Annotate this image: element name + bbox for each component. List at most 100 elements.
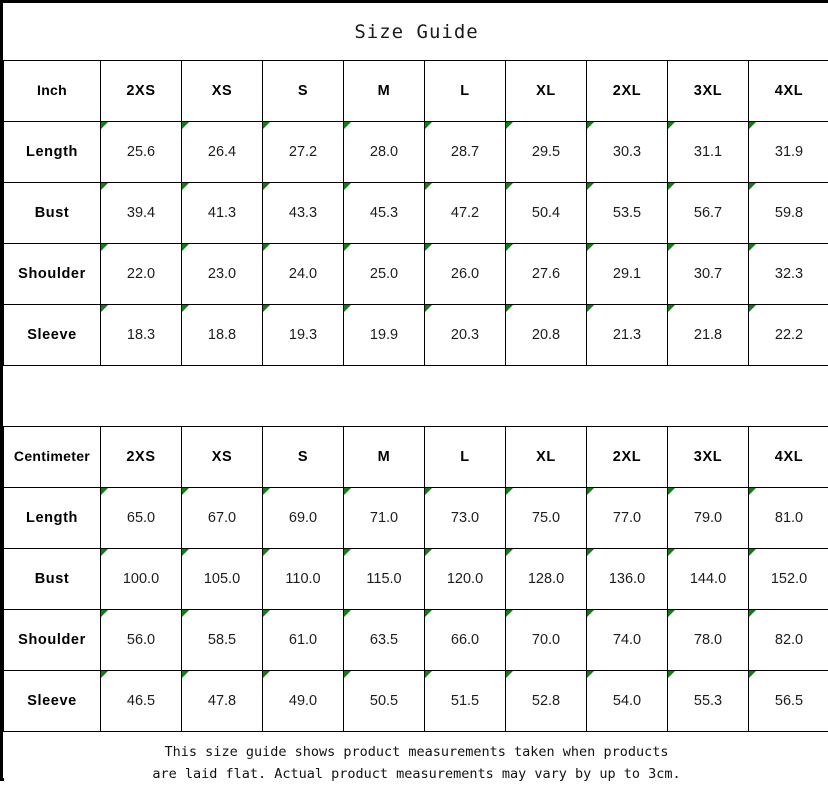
measurement-value: 77.0 — [613, 510, 641, 526]
measurement-value: 56.5 — [775, 693, 803, 709]
measurement-cell: 56.5 — [749, 671, 828, 732]
measurement-cell: 51.5 — [425, 671, 506, 732]
measurement-cell: 136.0 — [587, 549, 668, 610]
size-header-cell: 2XL — [587, 61, 668, 122]
measurement-cell: 50.4 — [506, 183, 587, 244]
measurement-value: 21.8 — [694, 327, 722, 343]
measurement-cell: 74.0 — [587, 610, 668, 671]
size-header-cell: XL — [506, 427, 587, 488]
measurement-cell: 46.5 — [101, 671, 182, 732]
measurement-label: Sleeve — [27, 327, 77, 343]
measurement-value: 69.0 — [289, 510, 317, 526]
size-header-cell: L — [425, 427, 506, 488]
measurement-cell: 27.6 — [506, 244, 587, 305]
measurement-value: 52.8 — [532, 693, 560, 709]
measurement-cell: 110.0 — [263, 549, 344, 610]
measurement-cell: 19.9 — [344, 305, 425, 366]
size-header-label: 3XL — [694, 449, 722, 465]
size-header-cell: 3XL — [668, 427, 749, 488]
measurement-value: 26.0 — [451, 266, 479, 282]
measurement-value: 47.8 — [208, 693, 236, 709]
size-guide-note: This size guide shows product measuremen… — [152, 744, 680, 782]
measurement-value: 144.0 — [690, 571, 726, 587]
measurement-label: Shoulder — [18, 632, 86, 648]
measurement-cell: 30.7 — [668, 244, 749, 305]
measurement-cell: 52.8 — [506, 671, 587, 732]
measurement-value: 70.0 — [532, 632, 560, 648]
measurement-cell: 27.2 — [263, 122, 344, 183]
unit-header-cell: Inch — [4, 61, 101, 122]
measurement-value: 136.0 — [609, 571, 645, 587]
measurement-cell: 45.3 — [344, 183, 425, 244]
measurement-label: Bust — [35, 571, 70, 587]
size-header-label: XL — [536, 449, 556, 465]
size-header-cell: 4XL — [749, 61, 828, 122]
size-header-cell: XS — [182, 427, 263, 488]
measurement-cell: 56.7 — [668, 183, 749, 244]
measurement-value: 22.0 — [127, 266, 155, 282]
measurement-value: 75.0 — [532, 510, 560, 526]
measurement-cell: 128.0 — [506, 549, 587, 610]
measurement-value: 65.0 — [127, 510, 155, 526]
measurement-cell: 28.0 — [344, 122, 425, 183]
measurement-value: 128.0 — [528, 571, 564, 587]
measurement-cell: 67.0 — [182, 488, 263, 549]
measurement-value: 120.0 — [447, 571, 483, 587]
measurement-value: 56.7 — [694, 205, 722, 221]
measurement-cell: 23.0 — [182, 244, 263, 305]
measurement-value: 32.3 — [775, 266, 803, 282]
measurement-cell: 20.3 — [425, 305, 506, 366]
measurement-value: 39.4 — [127, 205, 155, 221]
measurement-value: 50.5 — [370, 693, 398, 709]
note-row: This size guide shows product measuremen… — [4, 732, 828, 795]
measurement-cell: 71.0 — [344, 488, 425, 549]
measurement-value: 28.7 — [451, 144, 479, 160]
measurement-cell: 22.0 — [101, 244, 182, 305]
size-header-cell: XL — [506, 61, 587, 122]
measurement-cell: 26.4 — [182, 122, 263, 183]
title-cell: Size Guide — [4, 3, 828, 61]
measurement-value: 30.7 — [694, 266, 722, 282]
measurement-cell: 50.5 — [344, 671, 425, 732]
size-header-cell: 4XL — [749, 427, 828, 488]
measurement-value: 30.3 — [613, 144, 641, 160]
measurement-value: 45.3 — [370, 205, 398, 221]
measurement-cell: 29.5 — [506, 122, 587, 183]
measurement-value: 18.3 — [127, 327, 155, 343]
measurement-cell: 30.3 — [587, 122, 668, 183]
measurement-cell: 18.8 — [182, 305, 263, 366]
measurement-cell: 53.5 — [587, 183, 668, 244]
size-header-label: 2XL — [613, 83, 641, 99]
measurement-cell: 100.0 — [101, 549, 182, 610]
measurement-cell: 41.3 — [182, 183, 263, 244]
size-header-label: XL — [536, 83, 556, 99]
measurement-value: 27.2 — [289, 144, 317, 160]
measurement-value: 41.3 — [208, 205, 236, 221]
size-header-label: 2XS — [126, 449, 155, 465]
measurement-label-cell: Bust — [4, 549, 101, 610]
measurement-value: 66.0 — [451, 632, 479, 648]
unit-header-label: Inch — [37, 82, 67, 98]
size-header-label: S — [298, 83, 308, 99]
measurement-cell: 21.3 — [587, 305, 668, 366]
measurement-cell: 26.0 — [425, 244, 506, 305]
measurement-cell: 22.2 — [749, 305, 828, 366]
measurement-cell: 152.0 — [749, 549, 828, 610]
measurement-label: Bust — [35, 205, 70, 221]
measurement-cell: 79.0 — [668, 488, 749, 549]
size-header-cell: M — [344, 427, 425, 488]
measurement-label: Shoulder — [18, 266, 86, 282]
measurement-value: 43.3 — [289, 205, 317, 221]
measurement-value: 110.0 — [285, 571, 320, 587]
title-row: Size Guide — [4, 3, 828, 61]
measurement-cell: 18.3 — [101, 305, 182, 366]
measurement-cell: 47.2 — [425, 183, 506, 244]
measurement-cell: 144.0 — [668, 549, 749, 610]
measurement-cell: 120.0 — [425, 549, 506, 610]
measurement-value: 82.0 — [775, 632, 803, 648]
measurement-cell: 25.0 — [344, 244, 425, 305]
measurement-value: 152.0 — [771, 571, 807, 587]
